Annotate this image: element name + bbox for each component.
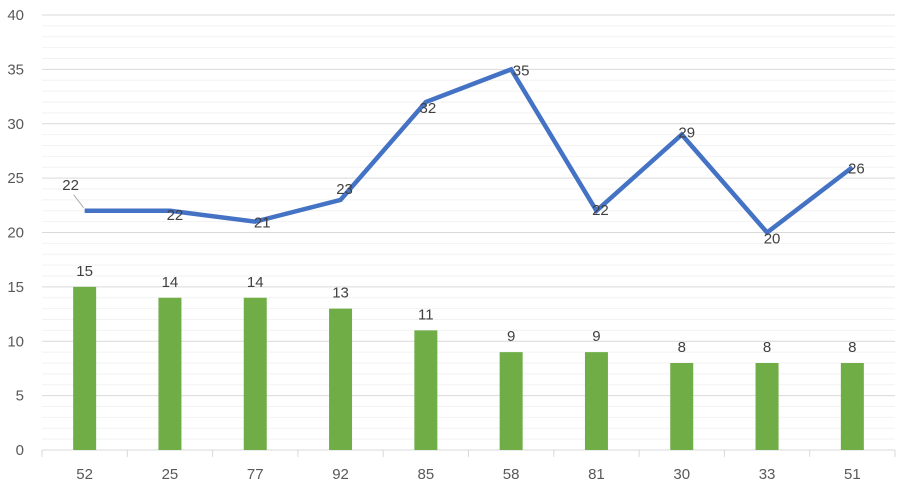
line-data-label: 21: [254, 215, 271, 232]
line-data-label: 29: [678, 125, 695, 142]
bar-data-label: 9: [507, 328, 515, 345]
x-tick-label: 30: [673, 466, 690, 483]
bar: [414, 330, 438, 450]
y-tick-label: 10: [7, 333, 24, 350]
line-data-label: 22: [62, 177, 79, 194]
bar-data-label: 8: [763, 339, 771, 356]
x-tick-label: 77: [247, 466, 264, 483]
bar: [158, 297, 182, 450]
line-data-label: 22: [167, 207, 184, 224]
y-tick-label: 35: [7, 61, 24, 78]
bar: [329, 308, 353, 450]
line-data-label: 22: [592, 202, 609, 219]
bar-data-label: 15: [76, 263, 93, 280]
x-tick-label: 85: [418, 466, 435, 483]
y-tick-label: 30: [7, 116, 24, 133]
bar-data-label: 9: [592, 328, 600, 345]
bar: [73, 286, 97, 450]
x-tick-label: 52: [76, 466, 93, 483]
bar-data-label: 14: [247, 274, 264, 291]
x-tick-label: 33: [759, 466, 776, 483]
y-tick-label: 20: [7, 225, 24, 242]
bar: [243, 297, 267, 450]
line-data-label: 20: [764, 231, 781, 248]
bar: [840, 363, 864, 450]
bar: [670, 363, 694, 450]
line-data-label: 26: [848, 160, 865, 177]
bar: [584, 352, 608, 450]
y-tick-label: 5: [16, 388, 24, 405]
gridlines: [42, 14, 895, 440]
line-series: [84, 66, 854, 236]
x-tick-label: 58: [503, 466, 520, 483]
x-tick-label: 81: [588, 466, 605, 483]
x-tick-label: 92: [332, 466, 349, 483]
x-tick-label: 51: [844, 466, 861, 483]
bar-data-label: 8: [848, 339, 856, 356]
x-axis: 52 25 77 92 85 58 81 30 33 51: [41, 449, 896, 483]
line-path: [84, 66, 854, 236]
y-tick-label: 25: [7, 170, 24, 187]
y-axis: 0 5 10 15 20 25 30 35 40: [7, 7, 24, 459]
bar-data-label: 14: [162, 274, 179, 291]
line-data-label: 23: [336, 181, 353, 198]
data-labels: 15 14 14 13 11 9 9 8 8 8 22 22 21 23 32 35 22 29 20 26: [62, 62, 864, 356]
line-data-label: 35: [513, 62, 530, 79]
y-tick-label: 0: [16, 442, 24, 459]
bar-data-label: 11: [418, 306, 434, 323]
y-tick-label: 15: [7, 279, 24, 296]
x-tick-label: 25: [162, 466, 179, 483]
bar-data-label: 8: [678, 339, 686, 356]
bar-series: [73, 286, 864, 450]
bar: [755, 363, 779, 450]
label-leader-line: [73, 194, 85, 209]
line-data-label: 32: [420, 100, 437, 117]
bar: [499, 352, 523, 450]
bar-data-label: 13: [332, 285, 349, 302]
y-tick-label: 40: [7, 7, 24, 24]
